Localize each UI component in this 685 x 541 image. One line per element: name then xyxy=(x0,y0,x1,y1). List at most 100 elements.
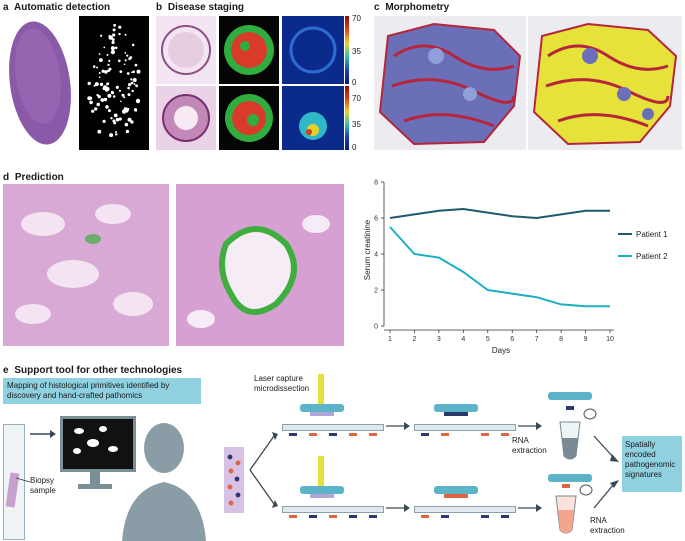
detected-glomerulus-dot xyxy=(120,100,122,103)
glomerulus-he-image-1 xyxy=(156,16,216,84)
slide-strip-top-1 xyxy=(282,424,384,436)
lcm-membrane-bottom-2 xyxy=(444,494,468,498)
lcm-cap-bottom-2 xyxy=(434,486,478,494)
laser-capture-label: Laser capture microdissection xyxy=(254,374,310,393)
arrow-top-1 xyxy=(386,422,410,430)
detected-glomerulus-dot xyxy=(110,117,113,120)
trichrome-mask-image xyxy=(528,16,682,150)
rna-tube-bottom xyxy=(555,484,593,534)
detected-glomerulus-dot xyxy=(118,59,121,63)
y-tick-label: 2 xyxy=(374,288,378,295)
person-silhouette xyxy=(122,423,206,541)
detected-glomerulus-dot xyxy=(135,98,141,104)
detected-glomerulus-dot xyxy=(134,109,138,112)
rna-tube-top xyxy=(559,406,597,460)
he-tissue-prediction-1 xyxy=(3,184,169,346)
legend-label-1: Patient 1 xyxy=(636,230,668,239)
detected-glomerulus-dot xyxy=(96,102,100,107)
series-line-1 xyxy=(389,207,610,220)
detected-glomerulus-dot xyxy=(104,70,108,74)
detected-glomerulus-dot xyxy=(100,58,103,61)
biopsy-pointer-line xyxy=(15,477,31,483)
detected-glomerulus-dot xyxy=(124,52,127,54)
cell-suspension-tube xyxy=(224,447,244,513)
y-tick-label: 6 xyxy=(374,216,378,223)
x-tick-label: 9 xyxy=(584,336,588,343)
detected-glomerulus-dot xyxy=(91,109,95,113)
detected-glomerulus-dot xyxy=(129,56,133,59)
detected-glomerulus-dot xyxy=(102,87,106,90)
detected-glomerulus-dot xyxy=(103,97,108,102)
detected-glomerulus-dot xyxy=(122,109,127,114)
detected-glomerulus-dot xyxy=(123,63,126,66)
detected-glomerulus-dot xyxy=(135,84,138,88)
detected-glomerulus-dot xyxy=(126,54,129,57)
detected-glomerulus-dot xyxy=(127,86,130,90)
result-text: Spatially encoded pathogenomic signature… xyxy=(625,440,676,479)
detected-glomerulus-dot xyxy=(112,28,116,32)
x-tick-label: 6 xyxy=(510,336,514,343)
scale-top-min: 0 xyxy=(352,78,357,87)
detected-glomerulus-dot xyxy=(110,46,115,51)
primitives-mapping-text: Mapping of histological primitives ident… xyxy=(7,381,170,400)
glomerulus-he-image-2 xyxy=(156,86,216,150)
panel-letter: a xyxy=(3,2,9,13)
detected-glomerulus-dot xyxy=(111,40,115,45)
lcm-membrane-bottom-1 xyxy=(310,494,334,498)
detected-glomerulus-dot xyxy=(103,46,106,49)
detected-glomerulus-dot xyxy=(111,38,115,41)
detected-glomerulus-dot xyxy=(121,93,125,97)
scale-top-max: 70 xyxy=(352,14,361,23)
detected-glomerulus-dot xyxy=(133,83,136,85)
panel-title: Support tool for other technologies xyxy=(14,365,183,376)
detected-glomerulus-dot xyxy=(100,98,105,102)
x-tick-label: 8 xyxy=(559,336,563,343)
panel-a-label: a Automatic detection xyxy=(3,2,110,13)
detected-glomerulus-dot xyxy=(100,34,103,37)
arrow-top-2 xyxy=(518,422,542,430)
rna-extraction-label-top: RNA extraction xyxy=(512,436,547,455)
detected-glomerulus-dot xyxy=(131,89,134,93)
detected-glomerulus-dot xyxy=(134,63,138,67)
detected-glomerulus-dot xyxy=(126,72,130,75)
detected-glomerulus-dot xyxy=(108,59,111,63)
lcm-cap-top-1 xyxy=(300,404,344,412)
x-tick-label: 1 xyxy=(388,336,392,343)
detected-glomerulus-dot xyxy=(123,96,126,99)
x-tick-label: 4 xyxy=(461,336,465,343)
detected-glomerulus-dot xyxy=(112,33,116,37)
detected-glomerulus-dot xyxy=(87,81,91,86)
detected-glomerulus-dot xyxy=(107,109,111,113)
detected-glomerulus-dot xyxy=(115,131,117,133)
glomeruli-detection-map xyxy=(79,16,149,150)
detected-glomerulus-dot xyxy=(112,95,116,98)
detected-glomerulus-dot xyxy=(101,69,105,73)
detected-glomerulus-dot xyxy=(89,100,93,105)
split-arrows xyxy=(249,432,278,508)
detected-glomerulus-dot xyxy=(118,32,121,36)
detected-glomerulus-dot xyxy=(115,85,119,89)
detected-glomerulus-dot xyxy=(128,83,132,87)
detected-glomerulus-dot xyxy=(96,66,99,69)
detected-glomerulus-dot xyxy=(98,76,101,78)
detected-glomerulus-dot xyxy=(132,70,135,74)
detected-glomerulus-dot xyxy=(130,81,134,85)
detected-glomerulus-dot xyxy=(131,43,135,47)
arrows-to-result xyxy=(593,435,619,509)
detected-glomerulus-dot xyxy=(94,107,98,111)
detected-glomerulus-dot xyxy=(114,46,118,50)
x-tick-label: 10 xyxy=(606,336,614,343)
detected-glomerulus-dot xyxy=(108,35,113,40)
arrow-to-monitor xyxy=(30,430,56,438)
panel-title: Automatic detection xyxy=(13,2,111,13)
x-tick-label: 2 xyxy=(412,336,416,343)
glomerulus-segmentation-1 xyxy=(219,16,279,84)
detected-glomerulus-dot xyxy=(130,120,134,124)
detected-glomerulus-dot xyxy=(124,33,127,36)
laser-beam-top xyxy=(318,374,324,404)
legend-label-2: Patient 2 xyxy=(636,252,668,261)
glomerulus-segmentation-2 xyxy=(219,86,279,150)
computer-monitor xyxy=(60,416,136,472)
lcm-membrane-top-1 xyxy=(310,412,334,416)
trichrome-kidney-image xyxy=(374,16,526,150)
